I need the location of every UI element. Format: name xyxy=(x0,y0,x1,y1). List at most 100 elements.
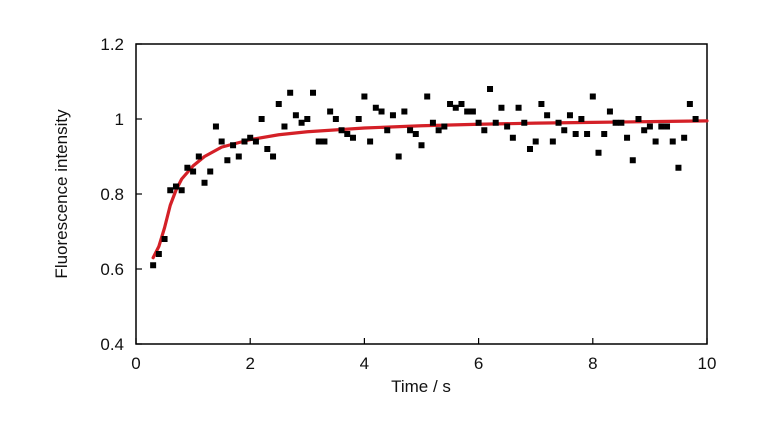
data-point xyxy=(418,142,425,149)
data-point xyxy=(555,119,562,126)
data-point xyxy=(641,127,648,134)
plot-frame xyxy=(135,43,708,345)
data-point xyxy=(224,157,231,164)
data-point xyxy=(686,101,693,107)
y-tick-label: 0.8 xyxy=(100,185,124,204)
data-point xyxy=(161,236,168,242)
data-point xyxy=(566,112,573,119)
data-point xyxy=(441,123,448,130)
data-point xyxy=(190,168,197,175)
data-point xyxy=(492,119,499,126)
data-point xyxy=(475,119,482,126)
data-point xyxy=(367,138,374,145)
x-axis-ticks: 0 2 4 6 8 10 xyxy=(131,338,716,373)
data-point xyxy=(178,187,185,194)
data-point xyxy=(155,251,162,257)
data-point xyxy=(515,104,522,111)
x-tick-label: 2 xyxy=(245,354,254,373)
fit-curve xyxy=(151,119,709,260)
data-point xyxy=(635,116,642,122)
data-point xyxy=(167,187,174,194)
data-point xyxy=(338,127,345,134)
data-point xyxy=(681,134,688,141)
data-point xyxy=(332,116,339,122)
data-point xyxy=(658,123,665,130)
x-axis-label: Time / s xyxy=(391,377,451,396)
data-point xyxy=(218,138,225,145)
data-point xyxy=(447,101,454,107)
data-point xyxy=(652,138,659,145)
data-point xyxy=(321,138,328,145)
data-point xyxy=(624,134,631,141)
data-point xyxy=(595,149,602,156)
data-point xyxy=(544,112,551,119)
data-point xyxy=(521,119,528,126)
data-point xyxy=(275,101,282,107)
y-axis-label: Fluorescence intensity xyxy=(52,109,71,279)
data-point xyxy=(664,123,671,130)
data-point xyxy=(464,108,471,115)
data-point xyxy=(675,164,682,171)
data-point xyxy=(292,112,299,119)
data-point xyxy=(212,123,219,130)
data-point xyxy=(355,116,362,122)
x-tick-label: 0 xyxy=(131,354,140,373)
data-point xyxy=(606,108,613,115)
data-point xyxy=(578,116,585,122)
y-tick-label: 1 xyxy=(115,110,124,129)
data-point xyxy=(207,168,214,175)
data-point xyxy=(504,123,511,130)
data-point xyxy=(646,123,653,130)
y-tick-label: 0.6 xyxy=(100,260,124,279)
data-point xyxy=(270,153,277,160)
fit-line-layer xyxy=(151,119,709,260)
data-point xyxy=(315,138,322,145)
data-point xyxy=(401,108,408,115)
data-point xyxy=(487,86,494,92)
x-tick-label: 4 xyxy=(360,354,369,373)
data-point xyxy=(629,157,636,164)
data-point xyxy=(327,108,334,115)
data-point xyxy=(252,138,259,145)
data-point xyxy=(412,131,419,137)
data-point xyxy=(384,127,391,134)
y-tick-label: 0.4 xyxy=(100,335,124,354)
data-point xyxy=(235,153,242,160)
data-point xyxy=(241,138,248,145)
data-point xyxy=(281,123,288,130)
data-points-layer xyxy=(150,86,699,269)
data-point xyxy=(458,101,465,107)
data-point xyxy=(612,119,619,126)
data-point xyxy=(669,138,676,145)
data-point xyxy=(172,183,179,190)
data-point xyxy=(258,116,265,122)
data-point xyxy=(395,153,402,160)
data-point xyxy=(361,93,368,100)
data-point xyxy=(589,93,596,100)
x-tick-label: 10 xyxy=(698,354,717,373)
data-point xyxy=(304,116,311,122)
data-point xyxy=(378,108,385,115)
data-point xyxy=(572,131,579,137)
data-point xyxy=(584,131,591,137)
data-point xyxy=(532,138,539,145)
data-point xyxy=(538,101,545,107)
data-point xyxy=(452,104,459,111)
x-tick-label: 6 xyxy=(474,354,483,373)
data-point xyxy=(424,93,431,100)
data-point xyxy=(469,108,476,115)
data-point xyxy=(509,134,516,141)
data-point xyxy=(601,131,608,137)
data-point xyxy=(184,164,191,171)
data-point xyxy=(201,179,208,186)
data-point xyxy=(481,127,488,134)
data-point xyxy=(310,89,317,96)
data-point xyxy=(389,112,396,119)
data-point xyxy=(526,146,533,152)
y-tick-label: 1.2 xyxy=(100,35,124,54)
data-point xyxy=(618,119,625,126)
x-tick-label: 8 xyxy=(588,354,597,373)
data-point xyxy=(298,119,305,126)
data-point xyxy=(230,142,237,149)
